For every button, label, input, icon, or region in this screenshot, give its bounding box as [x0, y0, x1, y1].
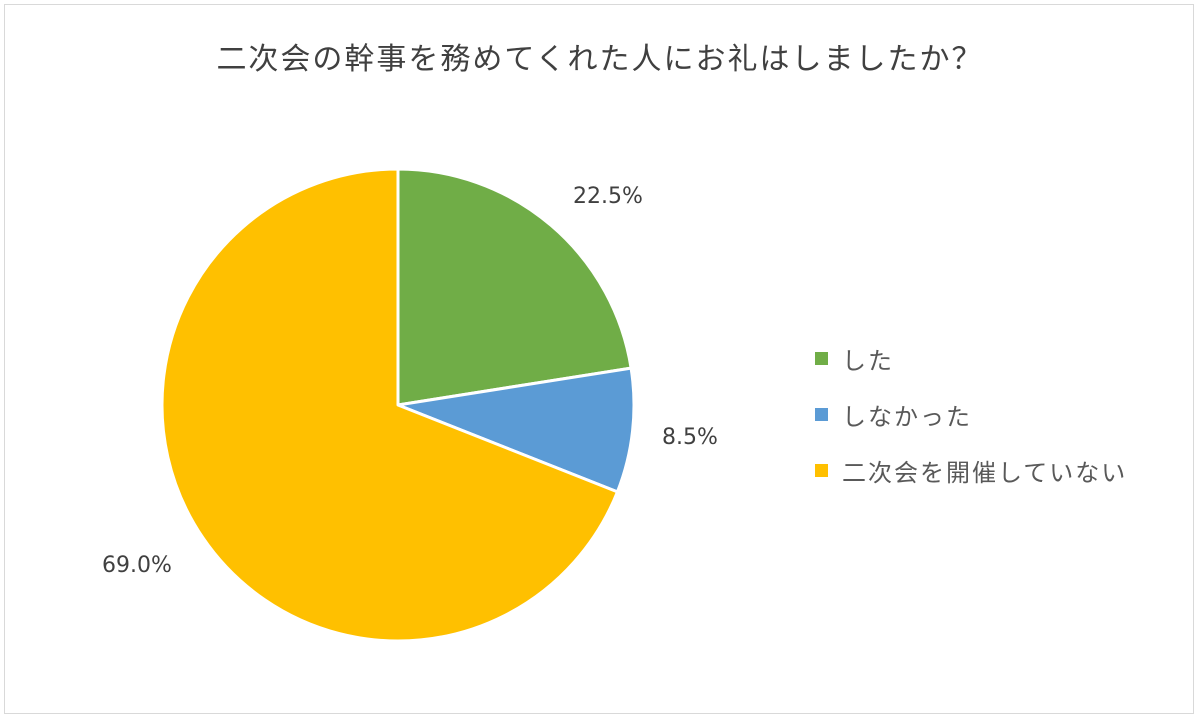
legend-label: した	[842, 346, 894, 375]
data-label: 8.5%	[662, 425, 718, 450]
legend-label: しなかった	[842, 402, 972, 431]
legend-label: 二次会を開催していない	[842, 458, 1128, 487]
legend-swatch	[815, 407, 828, 421]
legend-swatch	[815, 351, 828, 365]
data-label: 22.5%	[573, 184, 643, 209]
legend: した しなかった 二次会を開催していない	[815, 330, 1127, 498]
slice-shinakatta	[396, 366, 636, 494]
chart-title: 二次会の幹事を務めてくれた人にお礼はしましたか？	[216, 42, 984, 77]
slice-not-held	[160, 167, 619, 643]
data-label: 69.0%	[102, 553, 172, 578]
legend-item-shinakatta: しなかった	[815, 386, 1127, 442]
legend-item-shita: した	[815, 330, 1127, 386]
legend-swatch	[815, 463, 828, 477]
legend-item-not-held: 二次会を開催していない	[815, 442, 1127, 498]
slice-shita	[396, 167, 633, 407]
